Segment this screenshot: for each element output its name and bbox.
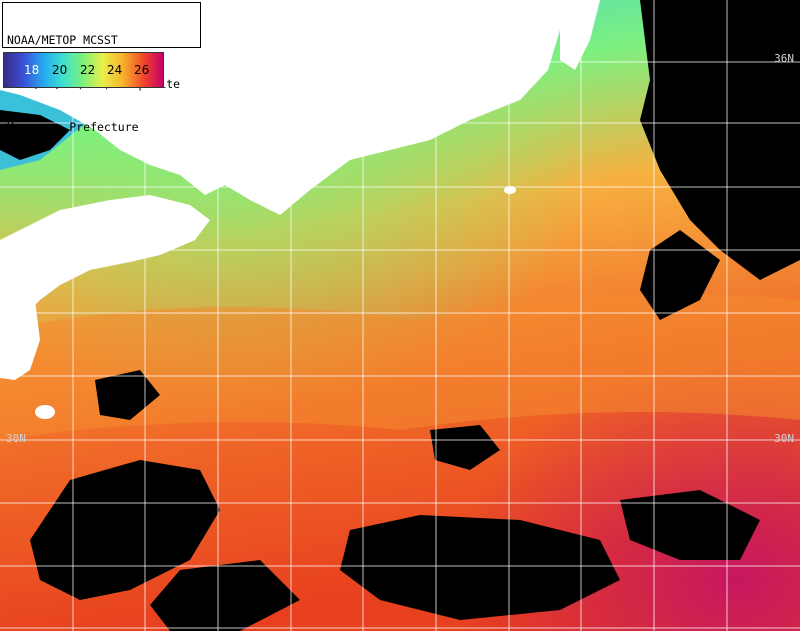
cloud-south-strip <box>150 560 300 631</box>
land-kii-shikoku <box>0 195 210 330</box>
lat-label-30n-left: 30N <box>6 432 26 445</box>
cloud-south-central <box>340 515 620 620</box>
title-agency: Kanagawa Prefecture <box>7 120 139 134</box>
lat-label-36n: 36N <box>774 52 794 65</box>
cloud-southwest <box>30 460 220 600</box>
cloud-mid-patch <box>430 425 500 470</box>
island-small <box>504 186 516 194</box>
cloud-east-strip <box>640 230 720 320</box>
legend-tick-18: 18 <box>24 63 40 77</box>
orange-band <box>0 293 800 440</box>
lat-label-30n-right: 30N <box>774 432 794 445</box>
legend-tick-20: 20 <box>52 63 68 77</box>
land-izu-peninsula <box>560 0 600 70</box>
title-source: NOAA/METOP MCSST <box>7 33 118 47</box>
legend-tick-24: 24 <box>107 63 123 77</box>
legend-tick-26: 26 <box>134 63 150 77</box>
cloud-northeast <box>640 0 800 280</box>
temperature-legend: 18 20 22 24 26 <box>3 52 164 88</box>
map-title-box: NOAA/METOP MCSST 2018/11/25(UTC) Composi… <box>2 2 201 134</box>
cloud-southeast <box>620 490 760 560</box>
cloud-west-patches <box>95 370 160 420</box>
land-kyushu <box>0 255 40 380</box>
legend-tick-22: 22 <box>80 63 96 77</box>
island-yakushima <box>35 405 55 419</box>
